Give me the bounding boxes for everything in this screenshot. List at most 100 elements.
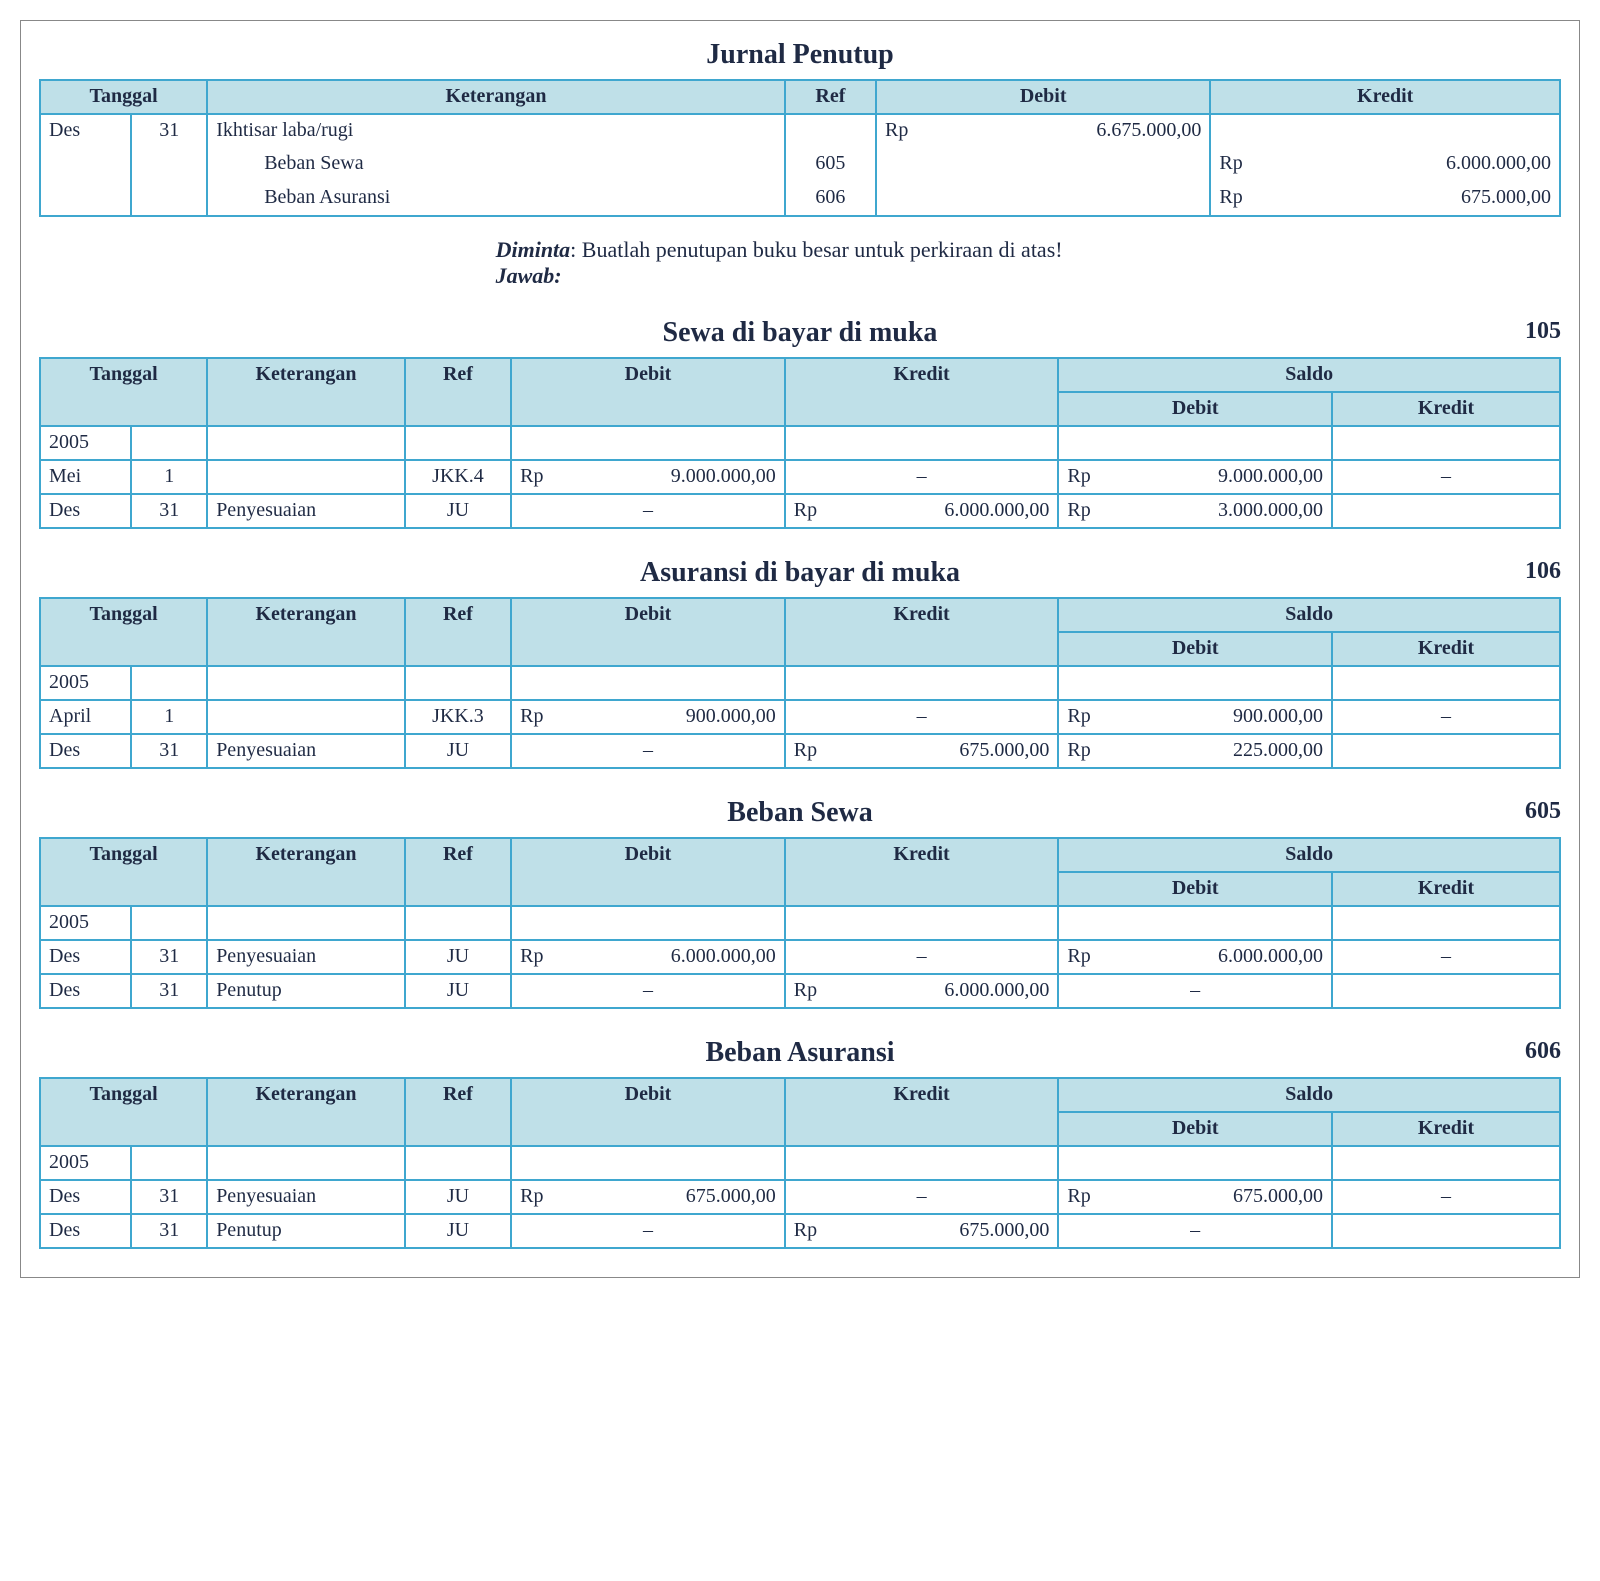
cell-saldo-kredit — [1332, 666, 1560, 700]
hdr-saldo-debit: Debit — [1058, 632, 1332, 666]
ledger-title: Beban Sewa — [39, 797, 1561, 829]
cell-saldo-debit — [1058, 666, 1332, 700]
cell-day: 31 — [131, 1214, 207, 1248]
ledger-row: 2005 — [40, 426, 1560, 460]
journal-title: Jurnal Penutup — [39, 39, 1561, 71]
cell-kredit: Rp6.000.000,00 — [785, 494, 1059, 528]
cell-ref: JU — [405, 734, 511, 768]
hdr-kredit: Kredit — [785, 358, 1059, 426]
hdr-ref: Ref — [405, 358, 511, 426]
cell-saldo-kredit — [1332, 1146, 1560, 1180]
cell-saldo-debit: Rp900.000,00 — [1058, 700, 1332, 734]
cell-debit: – — [511, 494, 785, 528]
hdr-saldo: Saldo — [1058, 358, 1560, 392]
cell-ref: JU — [405, 494, 511, 528]
cell-saldo-debit: Rp9.000.000,00 — [1058, 460, 1332, 494]
cell-debit: – — [511, 734, 785, 768]
cell-debit: Rp6.000.000,00 — [511, 940, 785, 974]
cell-day: 31 — [131, 974, 207, 1008]
hdr-saldo-debit: Debit — [1058, 872, 1332, 906]
cell-saldo-kredit: – — [1332, 940, 1560, 974]
cell-ket: Penyesuaian — [207, 734, 405, 768]
account-number: 105 — [1525, 318, 1561, 345]
cell-ref — [405, 666, 511, 700]
journal-kredit — [1210, 114, 1560, 148]
cell-saldo-debit: Rp6.000.000,00 — [1058, 940, 1332, 974]
ledger-row: Des31PenutupJU–Rp675.000,00– — [40, 1214, 1560, 1248]
ledger-title: Sewa di bayar di muka — [39, 317, 1561, 349]
instruction-block: Diminta: Buatlah penutupan buku besar un… — [39, 237, 1561, 289]
cell-ref: JU — [405, 1214, 511, 1248]
hdr-saldo: Saldo — [1058, 598, 1560, 632]
col-keterangan: Keterangan — [207, 80, 785, 114]
journal-row: Beban Asuransi 606 Rp675.000,00 — [40, 182, 1560, 216]
page: Jurnal Penutup Tanggal Keterangan Ref De… — [20, 20, 1580, 1278]
ledger-table: TanggalKeteranganRefDebitKreditSaldoDebi… — [39, 357, 1561, 529]
cell-ref: JU — [405, 940, 511, 974]
ledger-row: Des31PenyesuaianJURp675.000,00–Rp675.000… — [40, 1180, 1560, 1214]
journal-debit — [876, 148, 1210, 182]
ledger-table: TanggalKeteranganRefDebitKreditSaldoDebi… — [39, 837, 1561, 1009]
cell-ket — [207, 700, 405, 734]
hdr-keterangan: Keterangan — [207, 838, 405, 906]
cell-saldo-kredit — [1332, 906, 1560, 940]
cell-saldo-kredit: – — [1332, 460, 1560, 494]
cell-day: 31 — [131, 940, 207, 974]
cell-kredit: – — [785, 460, 1059, 494]
journal-month: Des — [40, 114, 131, 216]
hdr-saldo-kredit: Kredit — [1332, 872, 1560, 906]
ledger-row: April1JKK.3Rp900.000,00–Rp900.000,00– — [40, 700, 1560, 734]
ledger-row: 2005 — [40, 1146, 1560, 1180]
hdr-saldo-debit: Debit — [1058, 1112, 1332, 1146]
account-number: 605 — [1525, 798, 1561, 825]
cell-month: Des — [40, 1214, 131, 1248]
cell-ket — [207, 426, 405, 460]
cell-saldo-kredit — [1332, 494, 1560, 528]
journal-debit — [876, 182, 1210, 216]
cell-month: 2005 — [40, 666, 131, 700]
cell-debit — [511, 1146, 785, 1180]
cell-ket: Penutup — [207, 1214, 405, 1248]
cell-month: 2005 — [40, 426, 131, 460]
cell-debit: – — [511, 1214, 785, 1248]
cell-month: Des — [40, 974, 131, 1008]
hdr-kredit: Kredit — [785, 598, 1059, 666]
cell-ref — [405, 426, 511, 460]
cell-ket — [207, 460, 405, 494]
journal-desc: Beban Asuransi — [207, 182, 785, 216]
journal-debit: Rp6.675.000,00 — [876, 114, 1210, 148]
cell-kredit — [785, 906, 1059, 940]
cell-saldo-kredit: – — [1332, 700, 1560, 734]
journal-row: Beban Sewa 605 Rp6.000.000,00 — [40, 148, 1560, 182]
cell-kredit: Rp675.000,00 — [785, 1214, 1059, 1248]
col-debit: Debit — [876, 80, 1210, 114]
cell-ket — [207, 1146, 405, 1180]
cell-kredit: – — [785, 1180, 1059, 1214]
hdr-ref: Ref — [405, 838, 511, 906]
ledger-header: Beban Sewa605 — [39, 797, 1561, 829]
hdr-tanggal: Tanggal — [40, 598, 207, 666]
cell-saldo-debit — [1058, 906, 1332, 940]
ledger-row: Des31PenyesuaianJU–Rp6.000.000,00Rp3.000… — [40, 494, 1560, 528]
journal-ref: 606 — [785, 182, 876, 216]
cell-debit: Rp900.000,00 — [511, 700, 785, 734]
hdr-keterangan: Keterangan — [207, 358, 405, 426]
cell-saldo-kredit — [1332, 1214, 1560, 1248]
journal-ref: 605 — [785, 148, 876, 182]
cell-month: Des — [40, 940, 131, 974]
cell-day — [131, 906, 207, 940]
ledger-row: 2005 — [40, 906, 1560, 940]
hdr-debit: Debit — [511, 1078, 785, 1146]
hdr-tanggal: Tanggal — [40, 358, 207, 426]
cell-saldo-debit: Rp3.000.000,00 — [1058, 494, 1332, 528]
hdr-saldo-kredit: Kredit — [1332, 632, 1560, 666]
cell-ket — [207, 666, 405, 700]
journal-table: Tanggal Keterangan Ref Debit Kredit Des … — [39, 79, 1561, 217]
ledger-row: 2005 — [40, 666, 1560, 700]
cell-ket: Penyesuaian — [207, 940, 405, 974]
cell-ref: JU — [405, 974, 511, 1008]
ledger-row: Des31PenyesuaianJURp6.000.000,00–Rp6.000… — [40, 940, 1560, 974]
cell-saldo-debit: – — [1058, 1214, 1332, 1248]
hdr-keterangan: Keterangan — [207, 598, 405, 666]
cell-month: Mei — [40, 460, 131, 494]
